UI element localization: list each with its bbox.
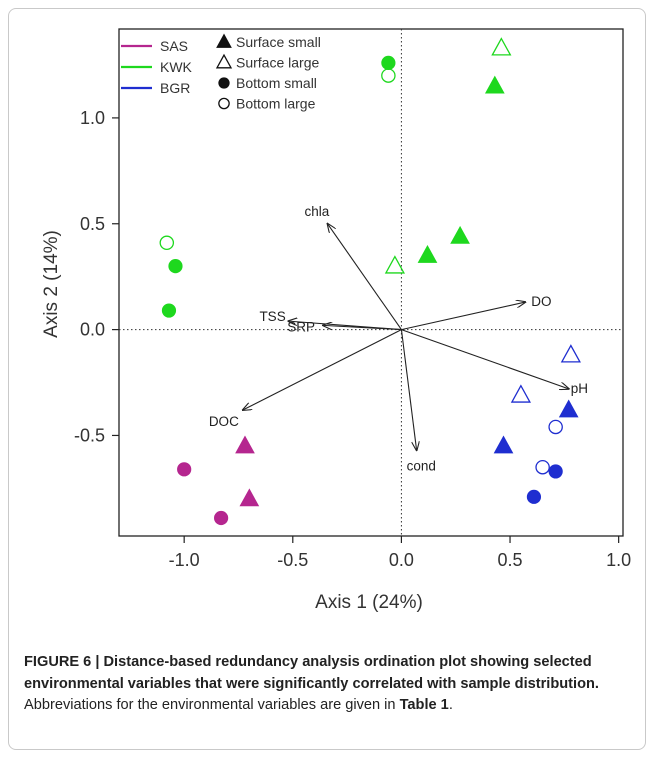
point-bgr-surface-large <box>510 384 531 403</box>
legend-marker-label-surface-small: Surface small <box>236 34 321 50</box>
legend-group-label-kwk: KWK <box>160 59 193 75</box>
figure-caption: FIGURE 6 | Distance-based redundancy ana… <box>24 652 624 717</box>
vector-label-chla: chla <box>305 204 330 219</box>
point-bgr-bottom-small <box>548 464 563 479</box>
point-kwk-bottom-small <box>168 258 183 274</box>
points-layer <box>159 37 581 526</box>
legend-group-label-bgr: BGR <box>160 80 190 96</box>
vector-arrow-do <box>401 302 525 331</box>
ordination-chart: -1.0 -0.5 0.0 0.5 1.0-0.50.00.51.0 chlaDOpHc… <box>41 28 631 613</box>
point-bgr-bottom-small <box>526 489 542 504</box>
legend-symbol-bottom-large <box>218 97 230 110</box>
y-tick-label: 0.5 <box>80 214 105 234</box>
vector-label-doc: DOC <box>209 414 239 429</box>
point-sas-bottom-small <box>214 510 229 526</box>
point-sas-surface-small <box>235 435 255 454</box>
point-sas-bottom-small <box>177 462 192 477</box>
legend-symbol-bottom-small <box>218 77 230 89</box>
vector-label-tss: TSS <box>259 309 285 324</box>
y-tick-label: 1.0 <box>80 108 105 128</box>
point-kwk-surface-small <box>450 225 470 244</box>
plot-border <box>118 28 624 537</box>
legend-group-label-sas: SAS <box>160 38 188 54</box>
vector-label-srp: SRP <box>287 319 315 334</box>
point-kwk-bottom-large <box>159 235 175 251</box>
vector-label-cond: cond <box>407 458 436 473</box>
point-kwk-bottom-small <box>161 303 177 318</box>
x-tick-label: -1.0 <box>169 550 200 570</box>
legend-marker-label-bottom-large: Bottom large <box>236 96 316 112</box>
axes-layer: -1.0 -0.5 0.0 0.5 1.0 -0.5 0.0 0.5 1.0 <box>74 28 631 570</box>
point-kwk-bottom-small <box>381 55 396 70</box>
y-axis-label: Axis 2 (14%) <box>41 230 62 338</box>
zero-lines <box>119 29 623 536</box>
y-tick-label: 0.0 <box>80 320 105 340</box>
legend-symbol-surface-small <box>216 33 232 48</box>
point-kwk-surface-small <box>417 244 438 263</box>
point-kwk-surface-small <box>484 75 505 94</box>
vector-arrow-ph <box>401 329 568 389</box>
point-bgr-surface-large <box>560 344 581 363</box>
point-kwk-bottom-large <box>381 68 396 83</box>
point-kwk-surface-large <box>384 255 405 274</box>
point-kwk-surface-large <box>491 37 512 56</box>
legend-symbol-surface-large <box>215 53 233 69</box>
vector-arrow-cond <box>400 329 416 451</box>
point-bgr-surface-small <box>493 435 514 454</box>
x-tick-label: 1.0 <box>606 550 631 570</box>
vector-label-ph: pH <box>571 381 588 396</box>
vector-label-do: DO <box>531 294 551 309</box>
x-tick-label: 0.5 <box>498 550 523 570</box>
point-bgr-bottom-large <box>548 419 563 435</box>
legend: SAS KWK BGR Surface small Surface large Botto… <box>121 33 321 112</box>
point-bgr-bottom-large <box>535 459 550 475</box>
point-bgr-surface-small <box>558 399 579 418</box>
y-tick-label: -0.5 <box>74 425 105 445</box>
vector-arrow-chla <box>328 224 402 330</box>
caption-title: FIGURE 6 | Distance-based redundancy ana… <box>24 654 599 692</box>
x-axis-label: Axis 1 (24%) <box>315 592 423 613</box>
legend-marker-label-surface-large: Surface large <box>236 55 319 71</box>
caption-table-ref[interactable]: Table 1 <box>399 697 449 713</box>
x-tick-label: 0.0 <box>389 550 414 570</box>
vector-arrow-srp <box>323 325 402 331</box>
caption-end: . <box>448 697 453 713</box>
x-tick-label: -0.5 <box>277 550 308 570</box>
vector-arrow-doc <box>243 329 402 410</box>
legend-marker-label-bottom-small: Bottom small <box>236 75 317 91</box>
point-sas-surface-small <box>239 488 260 507</box>
caption-text: Abbreviations for the environmental vari… <box>24 697 400 713</box>
